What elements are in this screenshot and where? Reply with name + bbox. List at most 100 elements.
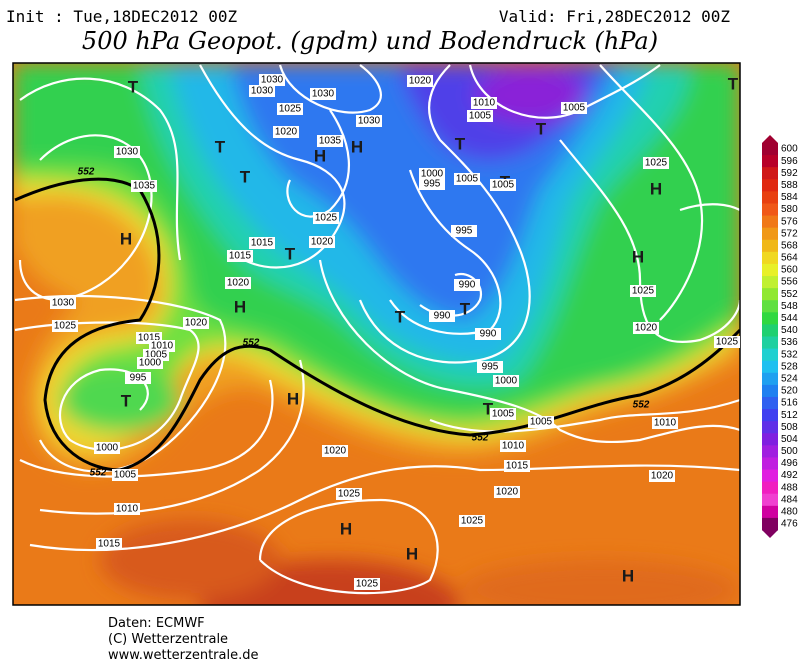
- isobar-label: 1030: [116, 147, 139, 158]
- colorbar-label: 532: [781, 349, 798, 360]
- isobar-label: 995: [424, 179, 441, 190]
- pressure-system: H: [622, 566, 634, 585]
- isobar-label-bg: [459, 515, 485, 527]
- colorbar-label: 548: [781, 301, 798, 312]
- isobar-label-bg: [131, 180, 157, 192]
- colorbar-label: 476: [781, 519, 798, 530]
- isobar-label-bg: [273, 126, 299, 138]
- pressure-system: T: [285, 244, 296, 263]
- colorbar-label: 504: [781, 434, 798, 445]
- isobar-label-bg: [454, 173, 480, 185]
- colorbar-label: 576: [781, 216, 798, 227]
- colorbar-label: 488: [781, 482, 798, 493]
- isobar-label: 1015: [138, 333, 161, 344]
- colorbar-cell: [762, 251, 778, 265]
- isobar-label: 1005: [114, 470, 137, 481]
- isobar-label-bg: [322, 445, 348, 457]
- copyright: (C) Wetterzentrale: [108, 632, 228, 647]
- colorbar-label: 588: [781, 180, 798, 191]
- pressure-system: T: [460, 299, 471, 318]
- isobar-label-bg: [429, 310, 455, 322]
- colorbar-label: 500: [781, 446, 798, 457]
- isobar-label-bg: [317, 135, 343, 147]
- isobar-label: 1020: [311, 237, 334, 248]
- isobar-label: 1020: [635, 323, 658, 334]
- colorbar-label: 520: [781, 386, 798, 397]
- isobar-label: 1005: [145, 350, 168, 361]
- isobar-label-bg: [183, 317, 209, 329]
- pressure-system: H: [340, 519, 352, 538]
- isobar-label-bg: [652, 417, 678, 429]
- isobar-label: 1035: [133, 181, 156, 192]
- isobar-label-bg: [227, 250, 253, 262]
- isobar-label-bg: [504, 460, 530, 472]
- isobar-label: 990: [459, 280, 476, 291]
- pressure-system: T: [728, 74, 739, 93]
- isobar-label: 990: [434, 311, 451, 322]
- isobar-label-bg: [561, 102, 587, 114]
- colorbar-cell: [762, 300, 778, 313]
- isobar-label-bg: [633, 322, 659, 334]
- isobar-label: 1010: [473, 98, 496, 109]
- isobar-label-bg: [249, 85, 275, 97]
- colorbar-label: 600: [781, 144, 798, 155]
- isobar-label-bg: [114, 503, 140, 515]
- isobar-label: 1000: [96, 443, 119, 454]
- isobar-label: 1015: [98, 539, 121, 550]
- colorbar-label: 584: [781, 192, 798, 203]
- pressure-system: T: [455, 134, 466, 153]
- isobar-label: 1025: [338, 489, 361, 500]
- isobar-label-bg: [630, 285, 656, 297]
- isobar-label-bg: [419, 168, 445, 180]
- isobar-label: 1005: [530, 417, 553, 428]
- colorbar-label: 540: [781, 325, 798, 336]
- isobar-label: 1005: [469, 111, 492, 122]
- isobar-label-bg: [356, 115, 382, 127]
- isobar-label-bg: [493, 375, 519, 387]
- isobar-label: 990: [480, 329, 497, 340]
- isobar-label: 1030: [261, 75, 284, 86]
- colorbar-cell: [762, 505, 778, 519]
- init-time: Init : Tue,18DEC2012 00Z: [6, 7, 238, 26]
- isobar-label-bg: [225, 277, 251, 289]
- colorbar-cell: [762, 384, 778, 398]
- colorbar-cell: [762, 276, 778, 289]
- colorbar-cell: [762, 239, 778, 253]
- pressure-system: H: [351, 137, 363, 156]
- isobar-label: 1005: [492, 180, 515, 191]
- isobar-label: 1000: [421, 169, 444, 180]
- colorbar-cell: [762, 263, 778, 277]
- colorbar-cell: [762, 433, 778, 446]
- colorbar-label: 568: [781, 240, 798, 251]
- isobar-label-bg: [310, 88, 336, 100]
- isobar-label-bg: [114, 146, 140, 158]
- colorbar-label: 560: [781, 265, 798, 276]
- isobar-label: 1030: [251, 86, 274, 97]
- isobar-label-bg: [490, 179, 516, 191]
- contour-label: 552: [243, 338, 260, 349]
- website: www.wetterzentrale.de: [108, 648, 258, 663]
- colorbar-label: 596: [781, 156, 798, 167]
- isobar-label: 1005: [492, 409, 515, 420]
- pressure-system: H: [650, 179, 662, 198]
- colorbar-cell: [762, 409, 778, 422]
- isobar-label-bg: [494, 486, 520, 498]
- colorbar-cell: [762, 155, 778, 168]
- colorbar-label: 480: [781, 507, 798, 518]
- colorbar-label: 512: [781, 410, 798, 421]
- contour-label: 552: [78, 167, 95, 178]
- colorbar-label: 492: [781, 470, 798, 481]
- pressure-system: T: [483, 399, 494, 418]
- colorbar-label: 564: [781, 253, 798, 264]
- isobar-label-bg: [407, 75, 433, 87]
- isobar-label-bg: [475, 328, 501, 340]
- contour-label: 552: [472, 433, 489, 444]
- colorbar-cell: [762, 143, 778, 156]
- colorbar-label: 580: [781, 204, 798, 215]
- isobar-label: 1020: [496, 487, 519, 498]
- isobar-label-bg: [528, 416, 554, 428]
- colorbar-cell: [762, 336, 778, 350]
- isobar-label: 1005: [456, 174, 479, 185]
- isobar-label-bg: [313, 212, 339, 224]
